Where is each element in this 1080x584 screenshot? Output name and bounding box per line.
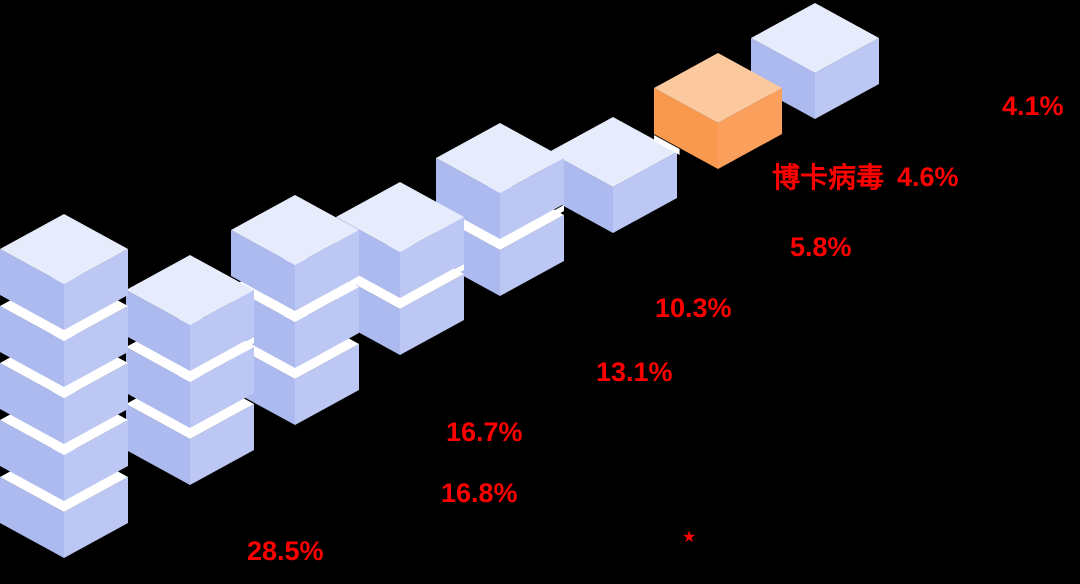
cube-top-face	[549, 117, 677, 187]
cube-top-face	[336, 182, 464, 252]
cube	[751, 3, 879, 119]
cube-right-face	[400, 217, 464, 298]
cube-left-face	[0, 249, 64, 330]
cube-right-face	[190, 347, 254, 428]
cube-top-face	[751, 3, 879, 73]
cube-right-face	[500, 158, 564, 239]
value-label-13-1: 13.1%	[596, 357, 673, 387]
cube-right-face	[295, 344, 359, 425]
cube-left-face	[231, 230, 295, 311]
cube-right-face	[64, 363, 128, 444]
cube-left-face	[549, 152, 613, 233]
footnote-star: ★	[682, 529, 696, 546]
cube	[654, 53, 782, 169]
cube-column-3	[231, 195, 359, 425]
cube-right-face	[815, 38, 879, 119]
cube-right-face	[64, 306, 128, 387]
cube-right-face	[64, 477, 128, 558]
value-label-16-7: 16.7%	[446, 417, 523, 447]
cube-left-face	[0, 477, 64, 558]
cube-layer	[0, 3, 879, 558]
cube-left-face	[654, 88, 718, 169]
cube-right-face	[613, 152, 677, 233]
value-label-4-6: 4.6%	[897, 162, 959, 192]
value-label-28-5: 28.5%	[247, 536, 324, 566]
cube-column-2	[126, 255, 254, 485]
cube	[0, 214, 128, 330]
cube-column-1	[0, 214, 128, 558]
cube	[126, 255, 254, 371]
cube-column-8	[751, 3, 879, 119]
cube-right-face	[190, 404, 254, 485]
cube-right-face	[295, 287, 359, 368]
cube-top-face	[126, 255, 254, 325]
cube-left-face	[126, 290, 190, 371]
cube-top-face	[436, 123, 564, 193]
cube-top-face	[654, 53, 782, 123]
cube-top-face	[0, 214, 128, 284]
cube-column-6	[549, 117, 677, 233]
cube-left-face	[751, 38, 815, 119]
value-label-5-8: 5.8%	[790, 232, 852, 262]
cube-top-face	[231, 195, 359, 265]
value-label-10-3: 10.3%	[655, 293, 732, 323]
cube	[231, 195, 359, 311]
category-label-bocavirus: 博卡病毒	[772, 162, 884, 193]
cube-right-face	[64, 420, 128, 501]
cube-right-face	[500, 215, 564, 296]
cube-left-face	[126, 347, 190, 428]
cube-left-face	[436, 158, 500, 239]
cube	[436, 123, 564, 239]
cube-right-face	[190, 290, 254, 371]
cube-column-7	[654, 53, 782, 169]
label-layer: 4.1% 博卡病毒 4.6% 5.8% 10.3% 13.1% 16.7% 16.8% 28.5…	[247, 91, 1064, 566]
value-label-4-1: 4.1%	[1002, 91, 1064, 121]
cube-seam-band	[654, 135, 680, 155]
cube-left-face	[126, 404, 190, 485]
cube-left-face	[0, 420, 64, 501]
cube-right-face	[400, 274, 464, 355]
cube-left-face	[0, 306, 64, 387]
value-label-16-8: 16.8%	[441, 478, 518, 508]
cube-right-face	[295, 230, 359, 311]
cube-right-face	[718, 88, 782, 169]
cube-right-face	[64, 249, 128, 330]
cube-left-face	[0, 363, 64, 444]
cube	[549, 117, 677, 233]
